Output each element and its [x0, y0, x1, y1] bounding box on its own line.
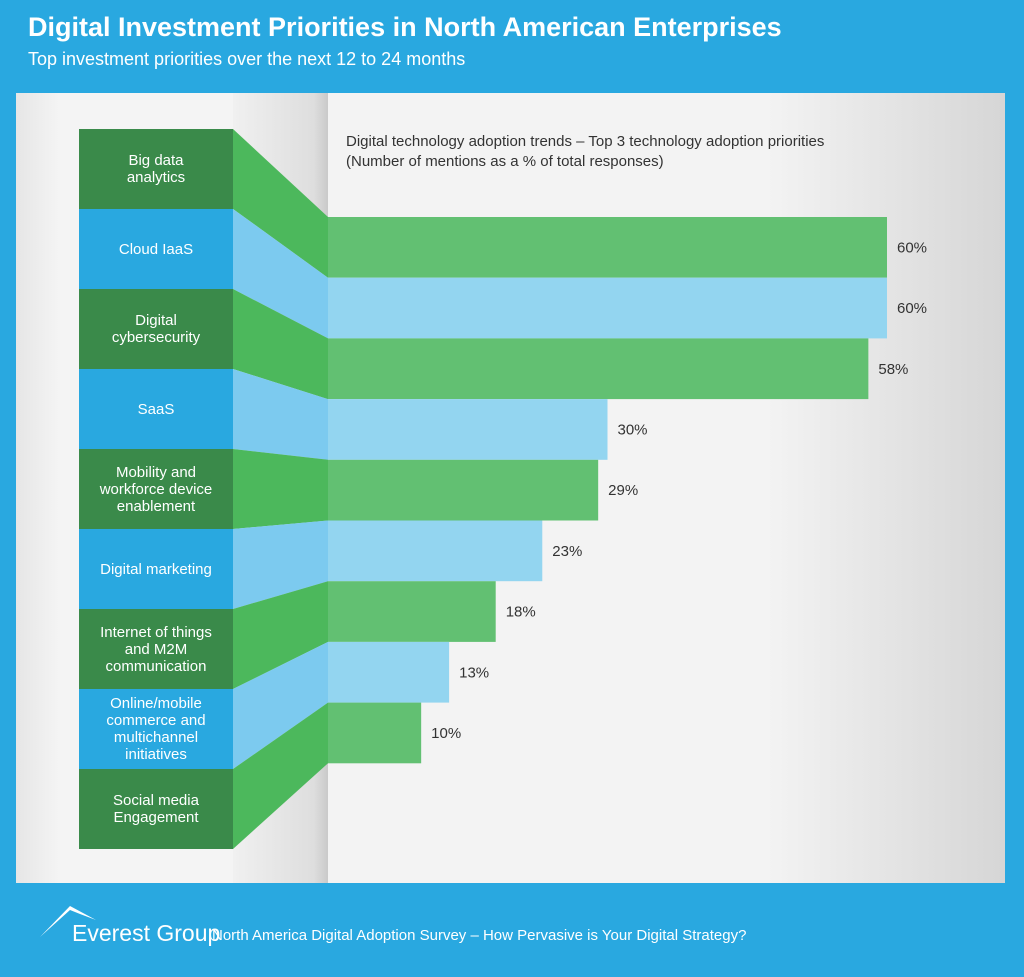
value-label: 23%: [552, 543, 582, 560]
value-label: 13%: [459, 664, 489, 681]
connector: [233, 289, 328, 400]
category-label: SaaS: [79, 369, 233, 449]
category-label: Social media Engagement: [79, 769, 233, 849]
connector: [233, 369, 328, 460]
chart-heading: (Number of mentions as a % of total resp…: [346, 153, 664, 170]
value-label: 30%: [618, 421, 648, 438]
bar: [328, 399, 608, 460]
title: Digital Investment Priorities in North A…: [28, 12, 782, 42]
bar: [328, 277, 887, 339]
logo: [40, 906, 96, 937]
chart-heading: Digital technology adoption trends – Top…: [346, 133, 824, 150]
connector: [233, 641, 328, 769]
value-label: 10%: [431, 725, 461, 742]
bar: [328, 217, 887, 278]
category-label: Digital cybersecurity: [79, 289, 233, 369]
category-label: Cloud IaaS: [79, 209, 233, 289]
category-label: Mobility and workforce device enablement: [79, 449, 233, 529]
source: North America Digital Adoption Survey – …: [212, 927, 747, 944]
connector: [233, 209, 328, 339]
connector: [233, 581, 328, 689]
connector: [233, 520, 328, 609]
logo-mountain: [40, 906, 96, 937]
bar: [328, 520, 543, 582]
category-label: Online/mobile commerce and multichannel …: [79, 689, 233, 769]
connector: [233, 129, 328, 278]
category-label: Big data analytics: [79, 129, 233, 209]
bar: [328, 641, 450, 703]
bar: [328, 581, 496, 642]
subtitle: Top investment priorities over the next …: [28, 49, 466, 69]
bar: [328, 702, 422, 764]
bar: [328, 338, 869, 400]
brand: Everest Group: [72, 920, 221, 946]
category-label: Digital marketing: [79, 529, 233, 609]
category-label: Internet of things and M2M communication: [79, 609, 233, 689]
connector: [233, 702, 328, 849]
value-label: 60%: [897, 300, 927, 317]
value-label: 60%: [897, 239, 927, 256]
value-label: 29%: [608, 482, 638, 499]
bar: [328, 459, 599, 521]
value-label: 18%: [506, 604, 536, 621]
value-label: 58%: [878, 361, 908, 378]
connector: [233, 449, 328, 529]
